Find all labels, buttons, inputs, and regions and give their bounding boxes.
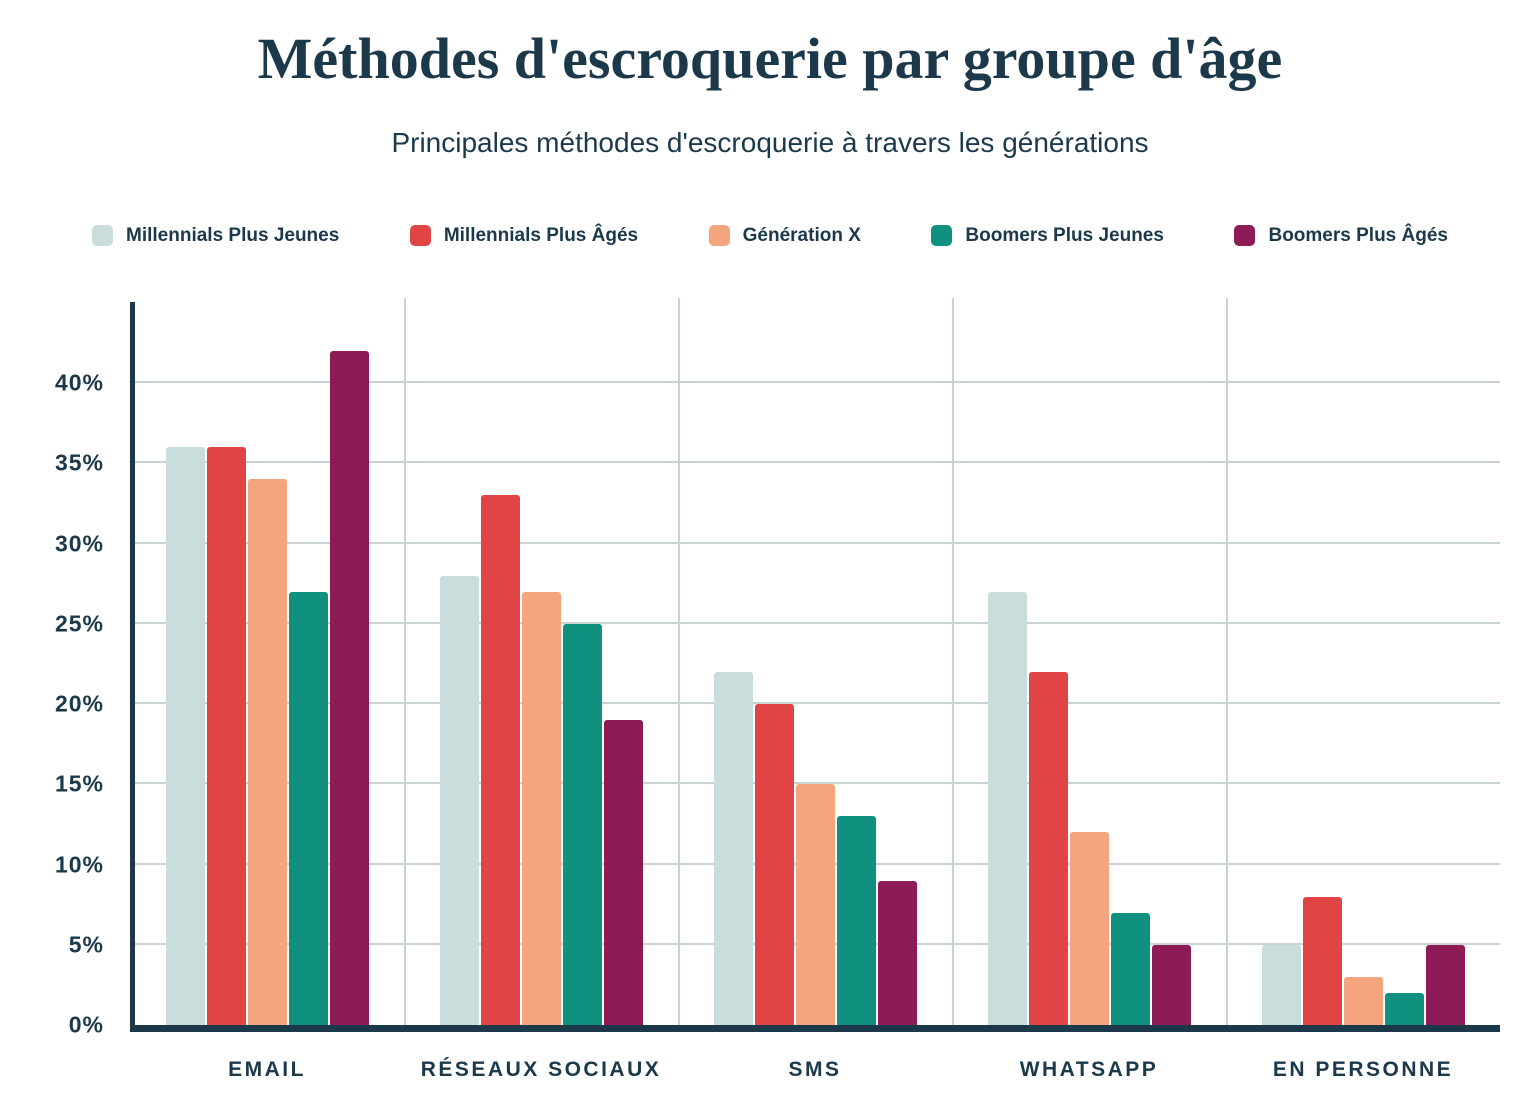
x-axis-label: WHATSAPP [1019, 1058, 1159, 1081]
bar [247, 479, 287, 1025]
y-tick-label: 15% [54, 770, 104, 797]
legend-swatch [409, 225, 431, 247]
x-axis-labels: EMAIL RÉSEAUX SOCIAUX SMS WHATSAPP EN PERSON… [130, 1058, 1500, 1082]
x-axis-line [130, 1025, 1500, 1032]
bar-chart: 0% 5% 10% 15% 20% 25% 30% 35% 40% EMAIL RÉSEAUX S… [0, 298, 1540, 1111]
bar [713, 671, 753, 1025]
bar [165, 447, 205, 1025]
gridline-vertical [678, 298, 680, 1025]
legend: Millennials Plus Jeunes Millennials Plus … [0, 225, 1540, 247]
bar [603, 720, 643, 1025]
legend-swatch [708, 225, 730, 247]
chart-subtitle: Principales méthodes d'escroquerie à tra… [391, 126, 1149, 158]
y-axis: 0% 5% 10% 15% 20% 25% 30% 35% 40% [0, 298, 118, 1038]
bar [562, 623, 602, 1025]
gridline-horizontal [130, 782, 1500, 785]
legend-item: Boomers Plus Jeunes [931, 225, 1164, 247]
y-tick-label: 35% [54, 449, 104, 476]
gridline-horizontal [130, 541, 1500, 544]
bar [1110, 912, 1150, 1025]
bar-group [130, 298, 404, 1025]
bar-groups [130, 298, 1500, 1025]
y-tick-label: 25% [54, 610, 104, 637]
bar [1425, 944, 1465, 1025]
y-tick-label: 10% [54, 851, 104, 878]
gridline-horizontal [130, 381, 1500, 384]
bar [1028, 671, 1068, 1025]
y-tick-label: 5% [68, 931, 104, 958]
y-axis-line [130, 302, 135, 1025]
legend-label: Millennials Plus Âgés [443, 224, 639, 246]
bar [1343, 976, 1383, 1025]
y-tick-label: 40% [54, 369, 104, 396]
bar-group [1226, 298, 1500, 1025]
gridline-vertical [404, 298, 406, 1025]
legend-swatch [931, 225, 953, 247]
bar [206, 447, 246, 1025]
gridline-vertical [1226, 298, 1228, 1025]
x-axis-label: EMAIL [228, 1058, 306, 1081]
legend-label: Boomers Plus Jeunes [965, 224, 1164, 246]
bar [836, 816, 876, 1025]
bar [329, 350, 369, 1025]
legend-item: Millennials Plus Âgés [409, 224, 639, 247]
bar [1261, 944, 1301, 1025]
bar-group [404, 298, 678, 1025]
gridline-horizontal [130, 702, 1500, 705]
bar [795, 784, 835, 1025]
y-tick-label: 20% [54, 690, 104, 717]
plot-area [130, 298, 1500, 1032]
bar-group [678, 298, 952, 1025]
legend-swatch [92, 225, 113, 247]
gridline-vertical [952, 298, 954, 1025]
x-axis-label: RÉSEAUX SOCIAUX [420, 1058, 662, 1081]
x-axis-label: SMS [788, 1058, 842, 1081]
legend-label: Millennials Plus Jeunes [126, 224, 340, 246]
bar [1069, 832, 1109, 1025]
legend-label: Boomers Plus Âgés [1268, 224, 1448, 246]
bar [754, 704, 794, 1025]
bar [1384, 992, 1424, 1025]
legend-item: Boomers Plus Âgés [1234, 225, 1448, 247]
legend-item: Millennials Plus Jeunes [92, 225, 339, 247]
bar [987, 591, 1027, 1025]
gridline-horizontal [130, 461, 1500, 464]
gridline-horizontal [130, 621, 1500, 624]
legend-label: Génération X [742, 224, 861, 246]
bar [480, 495, 520, 1025]
bar [1151, 944, 1191, 1025]
bar-group [952, 298, 1226, 1025]
bar [877, 880, 917, 1025]
bar [439, 575, 479, 1025]
x-axis-label: EN PERSONNE [1272, 1058, 1454, 1081]
legend-item: Génération X [708, 224, 861, 247]
y-tick-label: 0% [68, 1011, 104, 1038]
bar [1302, 896, 1342, 1025]
bar [521, 591, 561, 1025]
legend-swatch [1234, 225, 1256, 247]
bar [288, 591, 328, 1025]
chart-title: Méthodes d'escroquerie par groupe d'âge [257, 26, 1283, 91]
y-tick-label: 30% [54, 530, 104, 557]
